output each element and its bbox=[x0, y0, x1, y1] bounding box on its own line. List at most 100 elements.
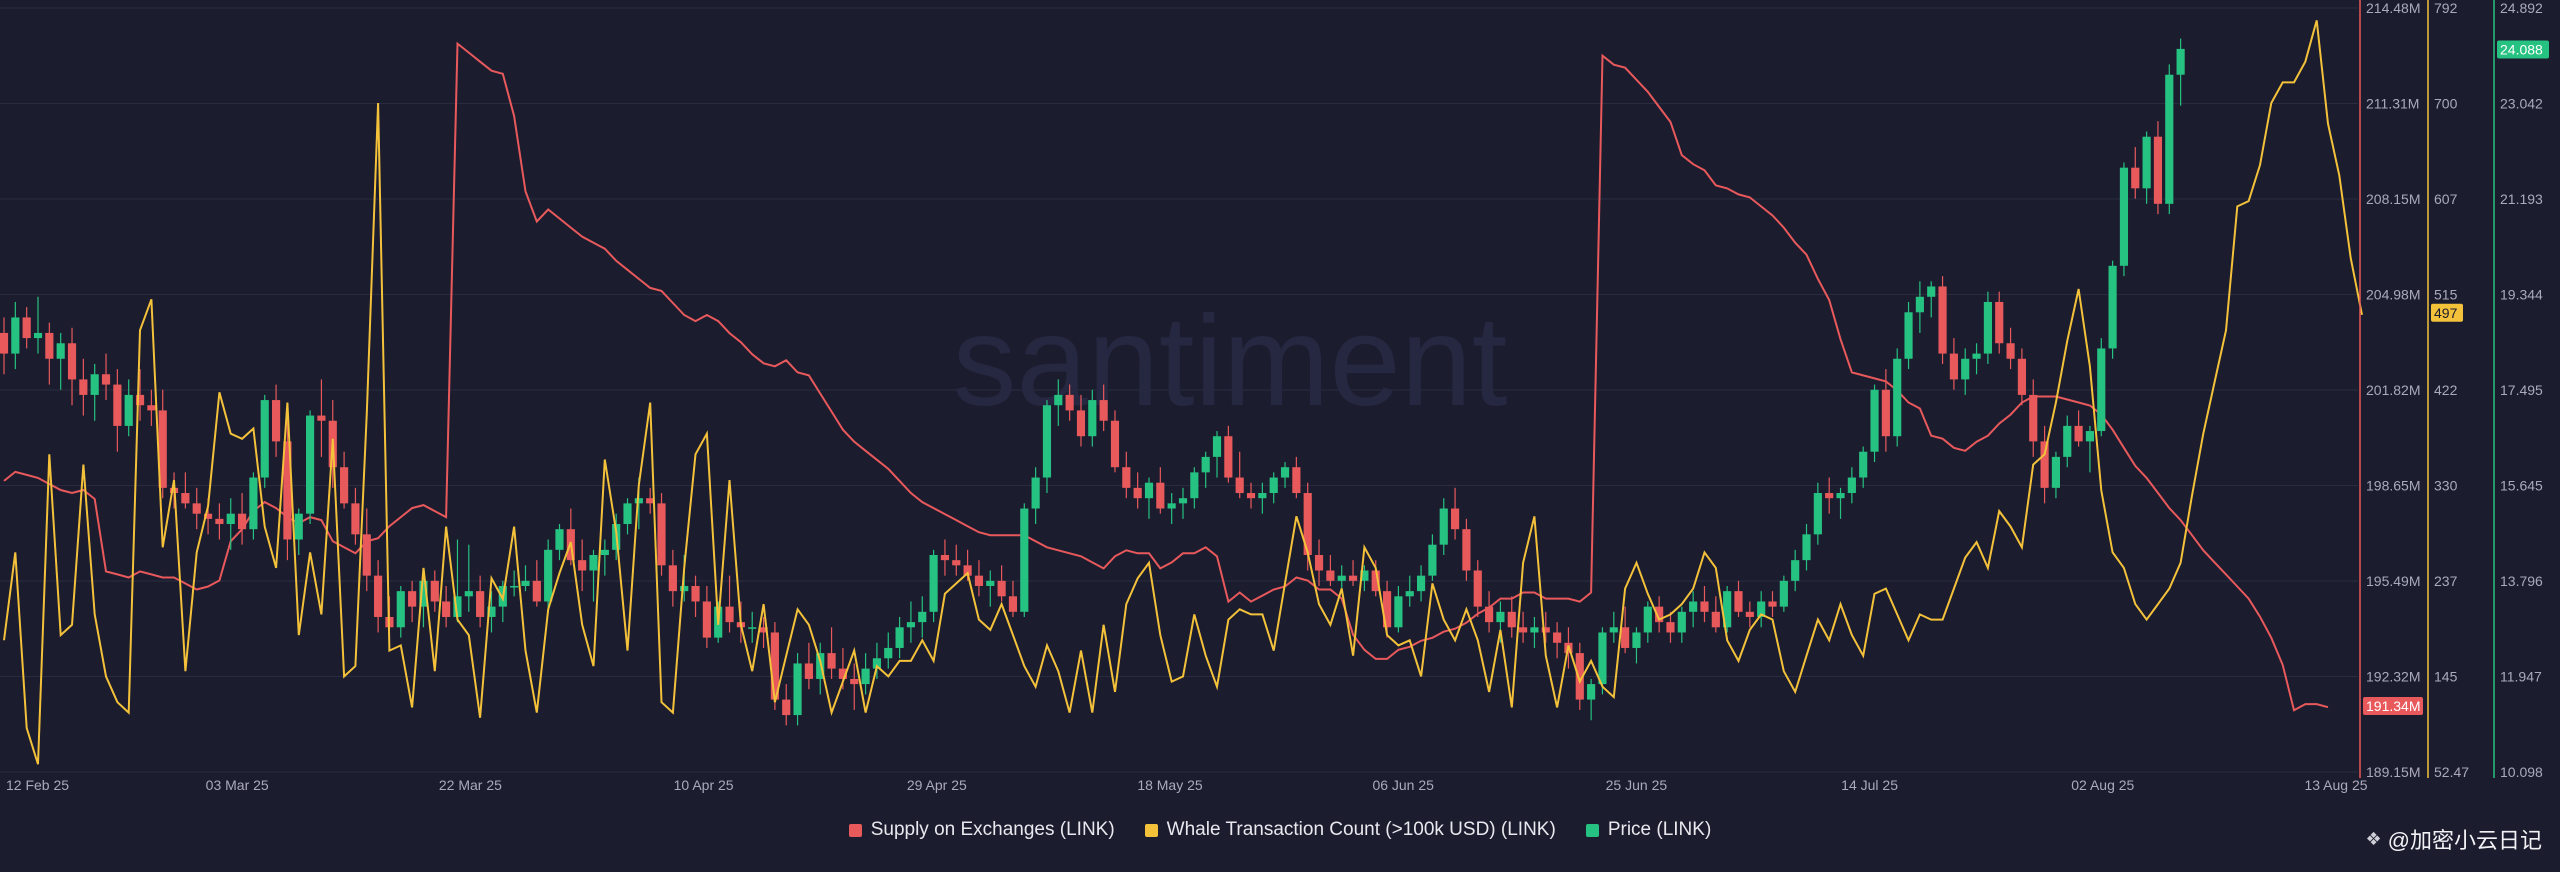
legend-label-whale: Whale Transaction Count (>100k USD) (LIN… bbox=[1166, 819, 1556, 840]
supply-tick-label: 189.15M bbox=[2366, 764, 2420, 780]
candle-body bbox=[521, 580, 530, 586]
candle-body bbox=[464, 591, 473, 597]
candle-body bbox=[1337, 575, 1346, 581]
candle-body bbox=[1938, 286, 1947, 354]
candle-body bbox=[759, 627, 768, 633]
candle-body bbox=[1212, 436, 1222, 457]
whale-current-badge bbox=[2431, 303, 2463, 322]
candle-body bbox=[22, 317, 31, 339]
candle-body bbox=[1201, 456, 1210, 473]
whale-tick-label: 422 bbox=[2434, 382, 2458, 398]
x-tick-label: 22 Mar 25 bbox=[439, 777, 502, 793]
candle-body bbox=[67, 343, 77, 380]
candle-body bbox=[135, 394, 145, 406]
candle-body bbox=[351, 503, 360, 535]
candle-body bbox=[1779, 580, 1788, 607]
candle-body bbox=[1382, 591, 1392, 628]
candle-body bbox=[1451, 508, 1460, 530]
candle-body bbox=[340, 467, 349, 504]
candle-body bbox=[1405, 591, 1414, 597]
candle-body bbox=[838, 668, 847, 679]
candle-body bbox=[317, 415, 326, 421]
candle-body bbox=[1042, 405, 1052, 478]
price-current-label: 24.088 bbox=[2500, 42, 2543, 58]
candle-body bbox=[271, 400, 281, 442]
candle-body bbox=[510, 585, 519, 588]
candle-body bbox=[725, 606, 734, 623]
candle-body bbox=[408, 591, 417, 607]
candle-body bbox=[1723, 591, 1732, 628]
candle-body bbox=[1983, 301, 1992, 354]
candle-body bbox=[124, 394, 133, 426]
x-tick-label: 18 May 25 bbox=[1137, 777, 1203, 793]
candle-body bbox=[1553, 632, 1562, 643]
candle-body bbox=[1020, 508, 1029, 612]
candle-body bbox=[1575, 653, 1584, 700]
candle-body bbox=[260, 400, 269, 478]
legend-item-whale[interactable]: Whale Transaction Count (>100k USD) (LIN… bbox=[1144, 819, 1556, 841]
candle-body bbox=[45, 332, 54, 359]
candle-body bbox=[770, 632, 779, 700]
candle-body bbox=[884, 647, 893, 659]
candle-body bbox=[2153, 136, 2163, 204]
candle-body bbox=[929, 554, 938, 612]
candle-body bbox=[306, 415, 315, 514]
candle-body bbox=[158, 410, 167, 488]
candle-body bbox=[181, 493, 190, 504]
candle-body bbox=[1847, 477, 1856, 494]
candle-body bbox=[11, 317, 20, 354]
legend-swatch-whale bbox=[1144, 823, 1158, 837]
binance-diamond-icon: ❖ bbox=[2365, 828, 2382, 849]
candle-body bbox=[1655, 606, 1664, 623]
candle-body bbox=[249, 477, 258, 530]
candle-body bbox=[1530, 627, 1539, 633]
candle-body bbox=[1949, 353, 1958, 380]
candle-body bbox=[1156, 482, 1165, 509]
supply-line bbox=[3, 41, 2329, 712]
candle-body bbox=[0, 332, 9, 354]
candle-body bbox=[476, 591, 485, 617]
candle-body bbox=[90, 374, 99, 395]
candle-body bbox=[1632, 632, 1641, 648]
candle-body bbox=[1088, 400, 1097, 437]
candle-body bbox=[1961, 358, 1970, 380]
candle-body bbox=[1859, 451, 1868, 478]
price-tick-label: 11.947 bbox=[2500, 669, 2542, 685]
candle-body bbox=[1416, 575, 1426, 592]
candle-body bbox=[1643, 606, 1652, 633]
candle-body bbox=[1870, 389, 1879, 452]
candle-body bbox=[940, 554, 950, 561]
candle-body bbox=[634, 498, 643, 504]
whale-current-label: 497 bbox=[2434, 305, 2458, 321]
legend: Supply on Exchanges (LINK) Whale Transac… bbox=[0, 819, 2560, 841]
candle-body bbox=[1269, 477, 1278, 494]
x-axis-ticks: 12 Feb 25 03 Mar 25 22 Mar 25 10 Apr 25 29 A… bbox=[6, 777, 2368, 793]
candle-body bbox=[1122, 467, 1131, 488]
candle-body bbox=[646, 498, 655, 504]
candle-body bbox=[1598, 632, 1607, 685]
candle-body bbox=[1326, 570, 1335, 581]
candle-body bbox=[1677, 611, 1686, 633]
brand-text: @加密小云日记 bbox=[2387, 828, 2542, 853]
whale-line bbox=[3, 20, 2363, 765]
whale-tick-label: 515 bbox=[2434, 287, 2458, 303]
candle-body bbox=[1258, 493, 1267, 499]
candle-body bbox=[895, 627, 904, 648]
candle-body bbox=[657, 503, 666, 566]
candle-body bbox=[1439, 508, 1448, 545]
candle-body bbox=[1348, 575, 1358, 581]
candle-body bbox=[1496, 611, 1505, 623]
candle-body bbox=[2119, 167, 2129, 266]
price-tick-label: 21.193 bbox=[2500, 191, 2543, 207]
candle-body bbox=[2097, 348, 2106, 432]
candle-body bbox=[215, 518, 224, 525]
legend-item-supply[interactable]: Supply on Exchanges (LINK) bbox=[848, 819, 1115, 841]
candle-body bbox=[101, 374, 111, 385]
whale-tick-label: 700 bbox=[2434, 96, 2458, 112]
whale-tick-label: 145 bbox=[2434, 669, 2458, 685]
legend-item-price[interactable]: Price (LINK) bbox=[1585, 819, 1711, 841]
candle-body bbox=[2017, 358, 2026, 395]
candle-body bbox=[906, 622, 916, 628]
candle-body bbox=[1757, 601, 1766, 617]
